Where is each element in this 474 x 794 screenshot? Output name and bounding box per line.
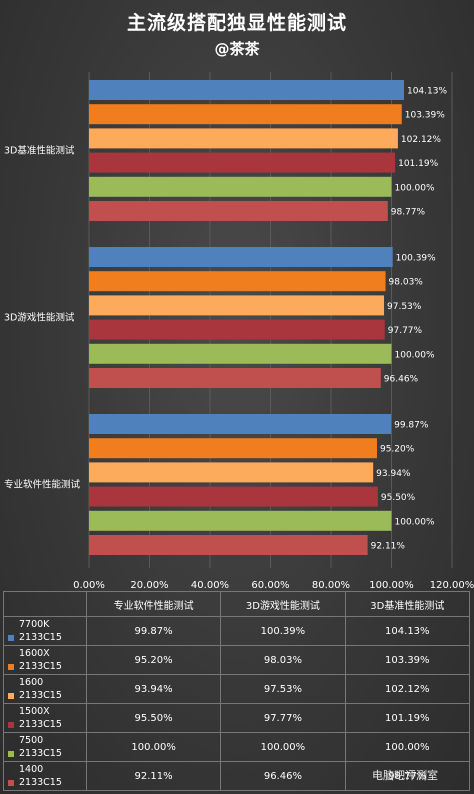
x-tick-label: 60.00%: [251, 580, 289, 591]
data-label: 96.46%: [384, 375, 419, 385]
data-label: 102.12%: [401, 135, 441, 145]
table-row: 7500 2133C15 100.00% 100.00% 100.00%: [3, 732, 471, 762]
series-legend-cell: 1600 2133C15: [3, 674, 87, 704]
data-label: 97.77%: [388, 326, 423, 336]
legend-swatch: [8, 663, 14, 670]
bar: [89, 368, 381, 388]
x-tick-label: 100.00%: [369, 580, 414, 591]
table-cell: 95.20%: [85, 645, 222, 675]
table-cell: 103.39%: [344, 645, 471, 675]
bar-chart: 0.00% 20.00% 40.00% 60.00% 80.00% 100.00% 120.…: [4, 72, 474, 591]
data-label: 98.03%: [389, 278, 424, 288]
data-table: 专业软件性能测试 3D游戏性能测试 3D基准性能测试 7700K 2133C15 …: [3, 591, 471, 791]
bar: [89, 80, 404, 100]
bar: [89, 510, 392, 531]
series-legend-cell: 7500 2133C15: [3, 732, 87, 762]
bar: [89, 176, 392, 197]
bar: [89, 319, 385, 340]
data-label: 95.50%: [381, 493, 416, 503]
bar: [89, 438, 377, 459]
table-cell: 100.39%: [220, 616, 346, 646]
table-cell: 98.03%: [220, 645, 346, 675]
table-cell: 93.94%: [85, 674, 222, 704]
data-label: 101.19%: [398, 159, 438, 169]
data-label: 97.53%: [387, 302, 422, 312]
table-row: 1500X 2133C15 95.50% 97.77% 101.19%: [3, 703, 471, 733]
bar: [89, 414, 392, 434]
data-label: 92.11%: [371, 542, 406, 552]
legend-swatch: [8, 721, 14, 728]
series-name: 1500X 2133C15: [19, 706, 62, 730]
data-label: 103.39%: [405, 111, 445, 121]
table-cell: 92.11%: [85, 761, 222, 791]
data-label: 100.00%: [395, 183, 435, 193]
table-cell: 101.19%: [344, 703, 471, 733]
bar: [89, 247, 393, 267]
watermark: 电脑吧评测室: [372, 769, 438, 782]
series-name: 7700K 2133C15: [19, 619, 62, 643]
table-cell: 95.50%: [85, 703, 222, 733]
table-cell: 104.13%: [344, 616, 471, 646]
category-label: 3D基准性能测试: [4, 145, 75, 157]
bar: [89, 152, 396, 173]
legend-swatch: [8, 692, 14, 699]
table-corner: [3, 591, 87, 617]
legend-swatch: [8, 779, 14, 786]
category-label: 3D游戏性能测试: [4, 312, 75, 324]
data-label: 95.20%: [380, 445, 415, 455]
x-tick-label: 120.00%: [430, 580, 474, 591]
series-name: 7500 2133C15: [19, 735, 62, 759]
series-name: 1600X 2133C15: [19, 648, 62, 672]
table-header-row: 专业软件性能测试 3D游戏性能测试 3D基准性能测试: [3, 591, 471, 617]
series-legend-cell: 1500X 2133C15: [3, 703, 87, 733]
category-label: 专业软件性能测试: [4, 479, 81, 491]
column-header: 3D基准性能测试: [344, 591, 471, 617]
data-label: 98.77%: [391, 208, 426, 218]
series-legend-cell: 1600X 2133C15: [3, 645, 87, 675]
series-legend-cell: 7700K 2133C15: [3, 616, 87, 646]
table-cell: 100.00%: [220, 732, 346, 762]
chart-subtitle: @茶茶: [214, 40, 260, 58]
data-label: 104.13%: [407, 87, 447, 97]
x-tick-label: 0.00%: [73, 580, 105, 591]
table-cell: 96.46%: [220, 761, 346, 791]
x-tick-label: 40.00%: [191, 580, 229, 591]
bar: [89, 343, 392, 364]
table-cell: 102.12%: [344, 674, 471, 704]
series-name: 1600 2133C15: [19, 677, 62, 701]
x-tick-label: 80.00%: [312, 580, 350, 591]
legend-swatch: [8, 634, 14, 641]
table-cell: 99.87%: [85, 616, 222, 646]
column-header: 3D游戏性能测试: [220, 591, 346, 617]
table-row: 1600 2133C15 93.94% 97.53% 102.12%: [3, 674, 471, 704]
bar: [89, 295, 385, 316]
chart-title: 主流级搭配独显性能测试: [126, 12, 347, 34]
table-cell: 97.53%: [220, 674, 346, 704]
series-legend-cell: 1400 2133C15: [3, 761, 87, 791]
bar: [89, 201, 388, 221]
table-cell: 100.00%: [85, 732, 222, 762]
data-label: 100.00%: [395, 350, 435, 360]
bar: [89, 271, 386, 292]
legend-swatch: [8, 750, 14, 757]
bar: [89, 486, 378, 507]
data-label: 93.94%: [376, 469, 411, 479]
table-row: 1400 2133C15 92.11% 96.46% 98.77%: [3, 761, 471, 791]
bar: [89, 128, 398, 149]
table-cell: 97.77%: [220, 703, 346, 733]
table-row: 7700K 2133C15 99.87% 100.39% 104.13%: [3, 616, 471, 646]
data-label: 100.00%: [395, 517, 435, 527]
table-row: 1600X 2133C15 95.20% 98.03% 103.39%: [3, 645, 471, 675]
bar: [89, 462, 374, 483]
table-cell: 100.00%: [344, 732, 471, 762]
column-header: 专业软件性能测试: [85, 591, 222, 617]
table-cell: 98.77%: [344, 761, 471, 791]
x-tick-label: 20.00%: [130, 580, 168, 591]
data-label: 99.87%: [394, 421, 429, 431]
bar: [89, 535, 368, 555]
data-label: 100.39%: [396, 254, 436, 264]
bar: [89, 104, 402, 125]
series-name: 1400 2133C15: [19, 764, 62, 788]
